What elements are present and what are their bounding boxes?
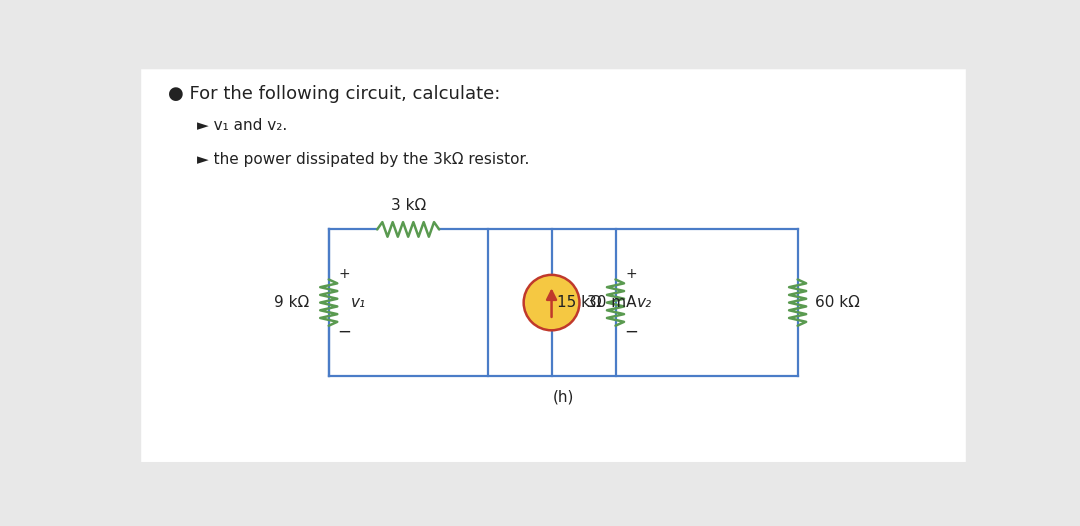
Text: 3 kΩ: 3 kΩ xyxy=(391,197,426,213)
Text: v₂: v₂ xyxy=(637,295,652,310)
Text: 60 kΩ: 60 kΩ xyxy=(814,295,860,310)
Text: ► the power dissipated by the 3kΩ resistor.: ► the power dissipated by the 3kΩ resist… xyxy=(197,153,529,167)
Text: v₁: v₁ xyxy=(350,295,365,310)
Text: 9 kΩ: 9 kΩ xyxy=(274,295,309,310)
Circle shape xyxy=(524,275,580,330)
Text: 30 mA: 30 mA xyxy=(588,295,637,310)
FancyBboxPatch shape xyxy=(141,69,966,462)
Text: 15 kΩ: 15 kΩ xyxy=(557,295,602,310)
Text: ● For the following circuit, calculate:: ● For the following circuit, calculate: xyxy=(167,85,500,103)
Text: ► v₁ and v₂.: ► v₁ and v₂. xyxy=(197,118,287,133)
Text: +: + xyxy=(625,267,637,281)
Text: (h): (h) xyxy=(553,390,573,404)
Text: +: + xyxy=(338,267,350,281)
Text: −: − xyxy=(624,323,638,341)
Text: −: − xyxy=(337,323,351,341)
